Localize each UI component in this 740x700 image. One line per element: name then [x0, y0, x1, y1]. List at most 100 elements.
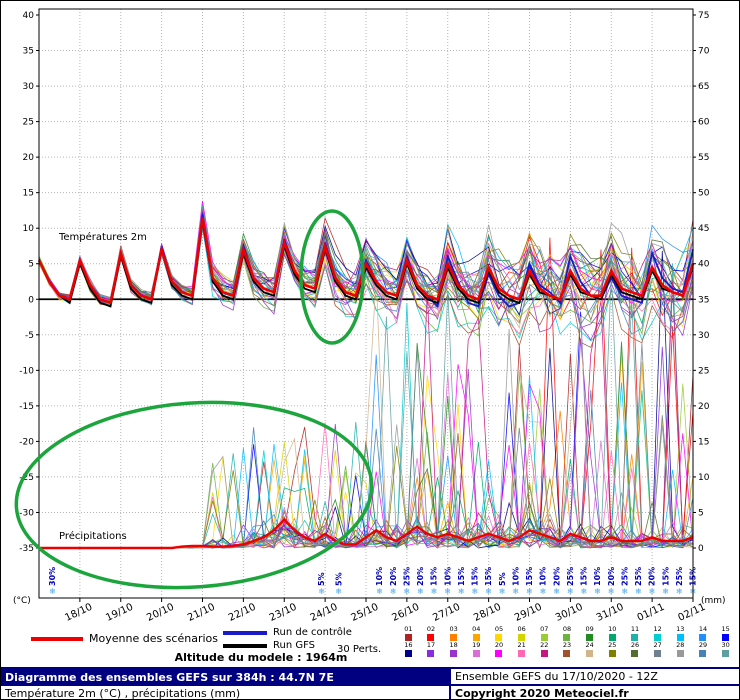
member-color-swatch	[404, 650, 412, 657]
right-axis-tick-label: 15	[698, 437, 709, 447]
member-number: 29	[698, 641, 708, 649]
member-color-swatch	[699, 634, 707, 641]
member-number: 22	[540, 641, 549, 649]
snowflake-icon: ❄	[390, 587, 397, 596]
left-axis-tick-label: -5	[25, 331, 34, 341]
right-axis-tick-label: 20	[698, 402, 710, 412]
snow-probability-label: 25%	[402, 567, 411, 586]
snow-probability-label: 30%	[48, 567, 57, 586]
snow-probability-label: 20%	[607, 567, 616, 586]
member-color-swatch	[586, 634, 594, 641]
snowflake-icon: ❄	[404, 587, 411, 596]
member-color-swatch	[495, 650, 503, 657]
ensemble-member-temp-line	[38, 206, 694, 313]
member-number: 15	[721, 625, 730, 633]
snowflake-icon: ❄	[622, 587, 629, 596]
member-number: 03	[449, 625, 458, 633]
mean-precip-line	[39, 517, 694, 550]
ensemble-member-temp-line	[38, 227, 694, 335]
member-number: 16	[404, 641, 413, 649]
member-color-swatch	[540, 634, 548, 641]
left-axis-unit-label: (°C)	[13, 596, 31, 606]
snowflake-icon: ❄	[458, 587, 465, 596]
snow-probability-label: 10%	[539, 567, 548, 586]
snowflake-icon: ❄	[485, 587, 492, 596]
snowflake-icon: ❄	[431, 587, 438, 596]
right-axis-tick-label: 75	[698, 11, 709, 21]
left-axis-tick-label: 30	[23, 82, 35, 92]
member-color-legend: 01 02 03 04 05 06 07 08 09 10 11 12 13 14 15 16 17 18 19 20…	[397, 626, 737, 658]
right-axis-tick-label: 60	[698, 118, 710, 128]
highlight-ellipse-annotation	[14, 400, 374, 590]
ensemble-plot: -35 0 -30 5 -25 10 -20 15 -15 20 -10 25 -5 30 0 35 5 40 10…	[1, 1, 739, 624]
right-axis-tick-label: 35	[698, 295, 709, 305]
left-axis-tick-label: 10	[23, 224, 35, 234]
member-number: 06	[517, 625, 526, 633]
snow-probability-label: 20%	[416, 567, 425, 586]
member-number: 05	[494, 625, 504, 633]
left-axis-tick-label: 5	[28, 260, 34, 270]
snow-probability-label: 15%	[580, 567, 589, 586]
member-color-swatch	[654, 650, 662, 657]
left-axis-tick-label: -35	[19, 544, 34, 554]
plot-border	[38, 8, 694, 599]
member-number: 28	[676, 641, 685, 649]
snow-probability-label: 15%	[430, 567, 439, 586]
snowflake-icon: ❄	[526, 587, 533, 596]
left-axis-tick-label: -25	[19, 473, 34, 483]
snow-probability-label: 25%	[566, 567, 575, 586]
right-axis-tick-label: 5	[698, 508, 704, 518]
left-axis-tick-label: -15	[19, 402, 34, 412]
member-color-swatch	[563, 634, 571, 641]
snow-probability-label: 15%	[661, 567, 670, 586]
right-axis-tick-label: 25	[698, 366, 709, 376]
right-axis-tick-label: 65	[698, 82, 709, 92]
snow-probability-label: 25%	[675, 567, 684, 586]
right-axis-tick-label: 40	[698, 260, 710, 270]
member-number: 25	[608, 641, 617, 649]
member-number: 10	[608, 625, 617, 633]
snowflake-icon: ❄	[676, 587, 683, 596]
member-number: 08	[562, 625, 572, 633]
temperature-series-label: Températures 2m	[58, 231, 147, 243]
snow-probability-label: 10%	[375, 567, 384, 586]
snowflake-icon: ❄	[417, 587, 424, 596]
snowflake-icon: ❄	[594, 587, 601, 596]
left-axis-tick-label: 35	[23, 47, 34, 57]
ensemble-member-temp-line	[38, 223, 694, 320]
member-number: 13	[676, 625, 685, 633]
member-color-swatch	[472, 650, 480, 657]
member-number: 04	[472, 625, 481, 633]
member-color-swatch	[631, 634, 639, 641]
snowflake-icon: ❄	[608, 587, 615, 596]
member-color-swatch	[450, 634, 458, 641]
member-color-swatch	[654, 634, 662, 641]
snow-probability-label: 5%	[317, 572, 326, 586]
snow-probability-label: 15%	[484, 567, 493, 586]
legend-mean-label: Moyenne des scénarios	[89, 632, 218, 645]
member-number: 01	[404, 625, 413, 633]
snowflake-icon: ❄	[540, 587, 547, 596]
member-number: 23	[562, 641, 572, 649]
control-line-swatch	[223, 630, 267, 635]
snowflake-icon: ❄	[581, 587, 588, 596]
member-color-swatch	[699, 650, 707, 657]
snow-probability-label: 10%	[593, 567, 602, 586]
snowflake-icon: ❄	[376, 587, 383, 596]
snow-probability-label: 20%	[552, 567, 561, 586]
snow-probability-label: 25%	[620, 567, 629, 586]
snowflake-icon: ❄	[553, 587, 560, 596]
highlight-ellipse-annotation	[299, 209, 365, 345]
snow-probability-label: 10%	[443, 567, 452, 586]
member-number: 12	[653, 625, 662, 633]
footer-subtitle: Température 2m (°C) , précipitations (mm…	[1, 686, 449, 699]
left-axis-tick-label: 25	[23, 118, 34, 128]
right-axis-unit-label: (mm)	[701, 596, 726, 606]
member-color-swatch	[450, 650, 458, 657]
snow-probability-label: 25%	[634, 567, 643, 586]
mean-temp-line	[37, 217, 695, 305]
snow-probability-label: 5%	[498, 572, 507, 586]
member-color-swatch	[586, 650, 594, 657]
member-number: 07	[540, 625, 549, 633]
snowflake-icon: ❄	[335, 587, 342, 596]
